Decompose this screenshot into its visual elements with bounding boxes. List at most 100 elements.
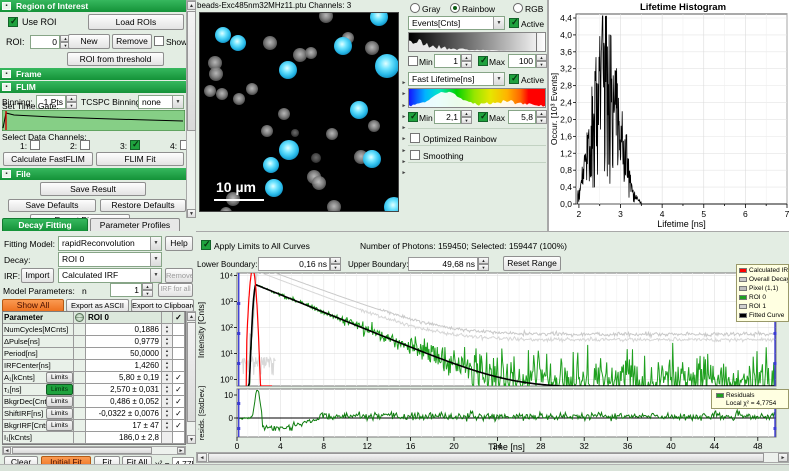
- scrollbar-thumb[interactable]: [187, 322, 196, 422]
- param-fit-checkbox[interactable]: ✓: [173, 372, 185, 384]
- param-value[interactable]: 0,1886: [86, 324, 162, 336]
- lifetime-channel-select[interactable]: Fast Lifetime[ns] ▼: [408, 72, 505, 86]
- chevron-down-icon[interactable]: ▼: [493, 73, 504, 85]
- param-spinner[interactable]: ▲ ▼: [162, 324, 173, 336]
- lifetime-min-checkbox[interactable]: [408, 111, 418, 122]
- param-spinner[interactable]: ▲ ▼: [162, 396, 173, 408]
- restore-defaults-button[interactable]: Restore Defaults: [100, 199, 186, 212]
- irf-remove-button[interactable]: Remove: [165, 268, 193, 283]
- param-spinner[interactable]: ▲ ▼: [162, 408, 173, 420]
- param-fit-checkbox[interactable]: [173, 432, 185, 444]
- param-spinner[interactable]: ▲ ▼: [162, 384, 173, 396]
- lifetime-min-input[interactable]: 2,1: [434, 110, 461, 124]
- frame-section-header[interactable]: ▪ Frame: [0, 68, 186, 80]
- smoothing-checkbox[interactable]: [410, 150, 420, 160]
- intensity-channel-select[interactable]: Events[Cnts] ▼: [408, 16, 505, 30]
- param-value[interactable]: 0,486 ± 0,052: [86, 396, 162, 408]
- param-fit-checkbox[interactable]: ✓: [173, 384, 185, 396]
- scrollbar-thumb[interactable]: [208, 453, 764, 462]
- n-spinner[interactable]: ▲ ▼: [142, 283, 153, 297]
- scroll-left-icon[interactable]: ◄: [197, 453, 207, 462]
- flim-fit-button[interactable]: FLIM Fit: [96, 152, 184, 166]
- limits-button[interactable]: Limits: [46, 420, 73, 431]
- scroll-down-icon[interactable]: ▼: [187, 435, 196, 444]
- roi-from-threshold-button[interactable]: ROI from threshold: [67, 52, 164, 66]
- mode-radio-rgb[interactable]: [513, 3, 523, 13]
- lifetime-colormap-bar[interactable]: [408, 88, 546, 108]
- roi-section-header[interactable]: ▪ Region of Interest: [0, 0, 186, 12]
- param-spinner[interactable]: ▲ ▼: [162, 420, 173, 432]
- legend-item[interactable]: ROI 1: [737, 302, 788, 311]
- chevron-down-icon[interactable]: ▼: [150, 253, 161, 266]
- scroll-up-icon[interactable]: ▲: [187, 1, 196, 10]
- param-value[interactable]: 5,80 ± 0,19: [86, 372, 162, 384]
- reset-range-button[interactable]: Reset Range: [503, 256, 561, 271]
- flim-image[interactable]: 10 µm: [199, 12, 399, 212]
- lifetime-histogram-chart[interactable]: 0,0 0,4 0,8 1,2 1,6 2,0 2,4 2,8 3,2 3,6 4,0 4,4 2 3 4 5…: [549, 0, 789, 231]
- legend-item[interactable]: Calculated IRF: [737, 266, 788, 275]
- param-fit-checkbox[interactable]: ✓: [173, 408, 185, 420]
- scrollbar-thumb[interactable]: [187, 11, 196, 131]
- scroll-up-icon[interactable]: ▲: [187, 312, 196, 321]
- file-section-header[interactable]: ▪ File: [0, 168, 186, 180]
- splitter-arrow-icon[interactable]: ►: [401, 113, 407, 120]
- irf-select[interactable]: Calculated IRF ▼: [58, 268, 162, 283]
- remove-roi-button[interactable]: Remove: [112, 34, 152, 49]
- binning-spinner[interactable]: ▲ ▼: [66, 95, 77, 109]
- roi-column-header[interactable]: ROI 0: [86, 312, 162, 324]
- roi-number-input[interactable]: 0: [30, 35, 60, 49]
- tcspc-binning-select[interactable]: none ▼: [138, 95, 184, 109]
- export-binary-button[interactable]: Export Binary: [30, 214, 130, 218]
- param-value[interactable]: 50,0000: [86, 348, 162, 360]
- param-spinner[interactable]: ▲ ▼: [162, 372, 173, 384]
- intensity-min-spinner[interactable]: ▲ ▼: [461, 54, 472, 68]
- save-defaults-button[interactable]: Save Defaults: [8, 199, 96, 212]
- legend-item[interactable]: Overall Decay: [737, 275, 788, 284]
- lifetime-max-checkbox[interactable]: [478, 111, 488, 122]
- fitting-model-select[interactable]: rapidReconvolution ▼: [58, 236, 162, 251]
- time-gate-chart[interactable]: [2, 110, 185, 131]
- scroll-right-icon[interactable]: ►: [778, 453, 788, 462]
- chevron-down-icon[interactable]: ▼: [493, 17, 504, 29]
- splitter-arrow-icon[interactable]: ►: [401, 91, 407, 98]
- binning-input[interactable]: 1 Pts: [36, 95, 66, 109]
- splitter-arrow-icon[interactable]: ►: [401, 102, 407, 109]
- channel-checkbox-3[interactable]: [130, 139, 140, 150]
- collapse-icon[interactable]: ▪: [2, 170, 11, 178]
- table-hscrollbar[interactable]: ◄ ►: [2, 446, 186, 455]
- irf-for-all-button[interactable]: IRF for all: [158, 283, 193, 297]
- intensity-max-marker[interactable]: [536, 33, 537, 51]
- scroll-right-icon[interactable]: ►: [177, 447, 185, 454]
- collapse-icon[interactable]: ▪: [2, 2, 11, 10]
- limits-button[interactable]: Limits: [46, 396, 73, 407]
- chevron-down-icon[interactable]: ▼: [150, 269, 161, 282]
- sidebar-scrollbar[interactable]: ▲ ▼: [186, 0, 196, 218]
- upper-boundary-spinner[interactable]: ▲ ▼: [478, 257, 489, 271]
- lifetime-max-spinner[interactable]: ▲ ▼: [536, 110, 547, 124]
- decay-select[interactable]: ROI 0 ▼: [58, 252, 162, 267]
- flim-section-header[interactable]: ▪ FLIM: [0, 81, 186, 93]
- splitter-arrow-icon[interactable]: ►: [401, 136, 407, 143]
- use-roi-checkbox[interactable]: [8, 16, 18, 27]
- lower-boundary-spinner[interactable]: ▲ ▼: [330, 257, 341, 271]
- lifetime-min-spinner[interactable]: ▲ ▼: [461, 110, 472, 124]
- new-roi-button[interactable]: New: [68, 34, 110, 49]
- param-spinner[interactable]: ▲ ▼: [162, 336, 173, 348]
- scroll-left-icon[interactable]: ◄: [3, 447, 11, 454]
- param-value[interactable]: 17 ± 47: [86, 420, 162, 432]
- param-spinner[interactable]: ▲ ▼: [162, 360, 173, 372]
- param-fit-checkbox[interactable]: [173, 336, 185, 348]
- intensity-max-spinner[interactable]: ▲ ▼: [536, 54, 547, 68]
- param-value[interactable]: 2,570 ± 0,031: [86, 384, 162, 396]
- param-fit-checkbox[interactable]: [173, 348, 185, 360]
- splitter-arrow-icon[interactable]: ►: [401, 125, 407, 131]
- irf-import-button[interactable]: Import: [21, 268, 54, 283]
- globe-icon[interactable]: [74, 312, 86, 324]
- legend-item[interactable]: Fitted Curve: [737, 311, 788, 320]
- chevron-down-icon[interactable]: ▼: [172, 96, 183, 108]
- optimized-rainbow-checkbox[interactable]: [410, 133, 420, 143]
- tab-decay-fitting[interactable]: Decay Fitting: [2, 218, 88, 231]
- splitter-arrow-icon[interactable]: ►: [401, 170, 407, 176]
- apply-limits-checkbox[interactable]: [201, 239, 211, 250]
